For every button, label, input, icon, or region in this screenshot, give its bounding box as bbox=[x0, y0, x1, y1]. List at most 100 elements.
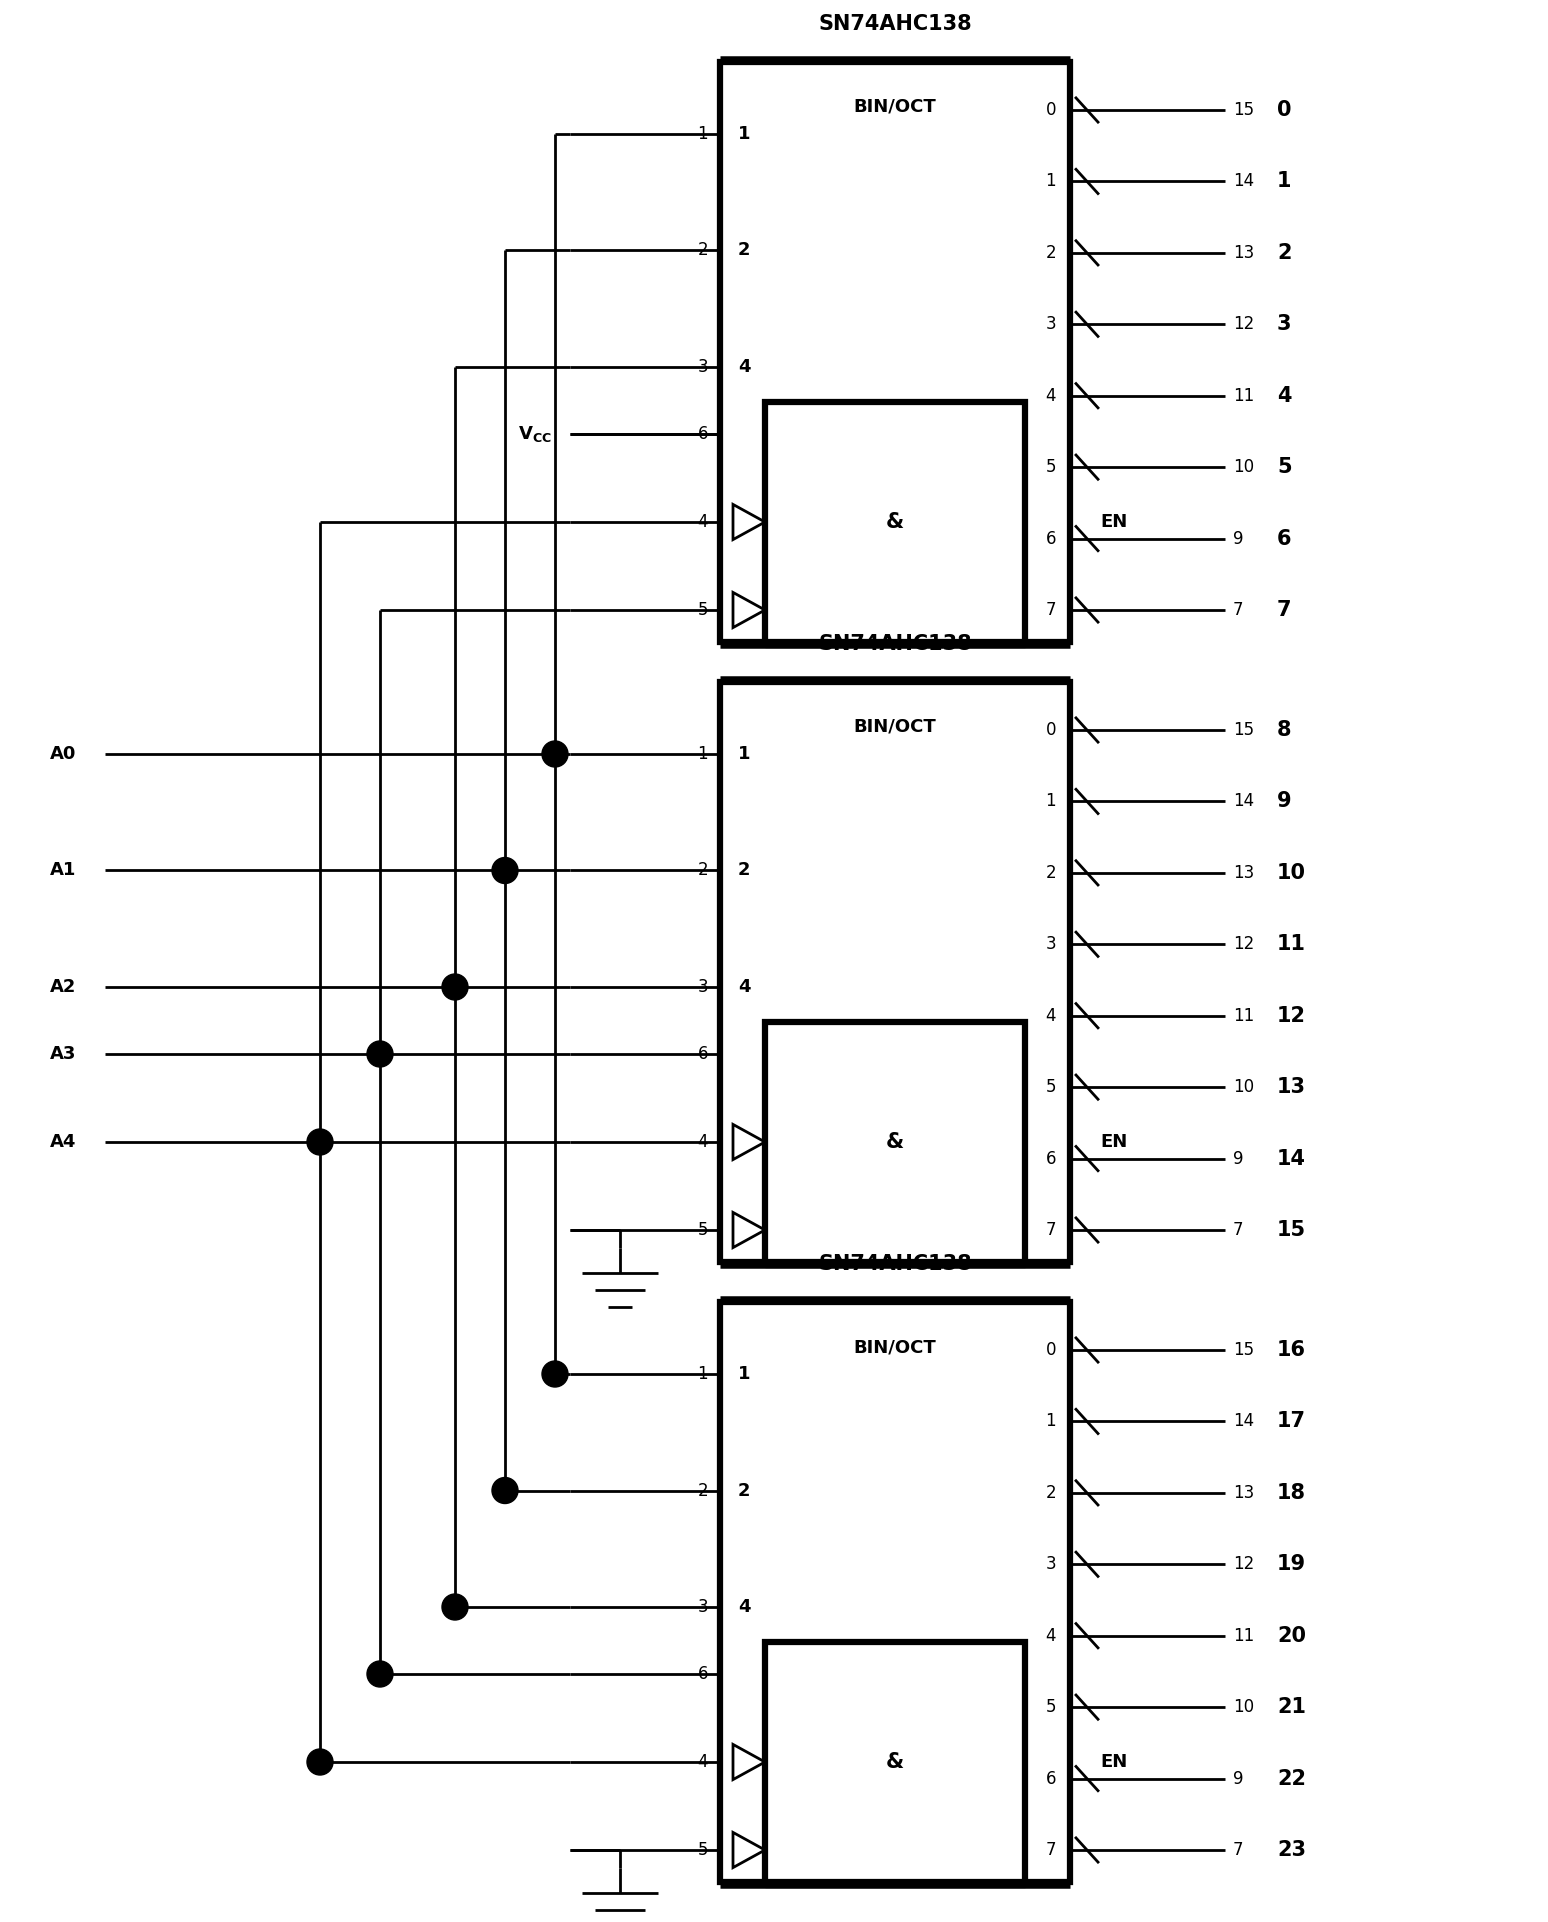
Text: 1: 1 bbox=[698, 746, 707, 763]
Text: SN74AHC138: SN74AHC138 bbox=[819, 1253, 972, 1274]
Text: 9: 9 bbox=[1234, 1770, 1243, 1787]
Text: 14: 14 bbox=[1234, 173, 1254, 190]
Text: 7: 7 bbox=[1234, 1220, 1243, 1240]
Text: SN74AHC138: SN74AHC138 bbox=[819, 634, 972, 653]
Circle shape bbox=[542, 1361, 568, 1388]
Text: 3: 3 bbox=[1045, 1555, 1056, 1574]
Text: 3: 3 bbox=[1045, 315, 1056, 333]
Text: 18: 18 bbox=[1277, 1484, 1307, 1503]
Text: 2: 2 bbox=[698, 1482, 707, 1499]
Text: 7: 7 bbox=[1045, 602, 1056, 619]
Text: 1: 1 bbox=[738, 746, 751, 763]
Text: 5: 5 bbox=[1277, 457, 1291, 477]
Text: 23: 23 bbox=[1277, 1839, 1307, 1860]
Circle shape bbox=[492, 857, 519, 884]
Text: &: & bbox=[885, 1132, 904, 1151]
Text: 3: 3 bbox=[698, 357, 707, 377]
Text: 6: 6 bbox=[1277, 529, 1291, 548]
Text: 4: 4 bbox=[698, 1753, 707, 1770]
Text: A4: A4 bbox=[50, 1132, 76, 1151]
Bar bbox=[765, 1023, 1025, 1263]
Text: 3: 3 bbox=[1277, 315, 1291, 334]
Text: 15: 15 bbox=[1234, 1342, 1254, 1359]
Text: 2: 2 bbox=[1045, 244, 1056, 261]
Text: 14: 14 bbox=[1234, 1413, 1254, 1430]
Text: EN: EN bbox=[1101, 1753, 1127, 1770]
Text: &: & bbox=[885, 1753, 904, 1772]
Text: 6: 6 bbox=[698, 1664, 707, 1684]
Text: 6: 6 bbox=[698, 1046, 707, 1063]
Text: 10: 10 bbox=[1234, 1078, 1254, 1096]
Text: 1: 1 bbox=[1045, 173, 1056, 190]
Text: 12: 12 bbox=[1234, 936, 1254, 953]
Bar bbox=[765, 402, 1025, 642]
Text: 2: 2 bbox=[738, 1482, 751, 1499]
Text: 1: 1 bbox=[1045, 1413, 1056, 1430]
Text: 4: 4 bbox=[1277, 386, 1291, 406]
Text: SN74AHC138: SN74AHC138 bbox=[819, 13, 972, 35]
Text: 12: 12 bbox=[1234, 315, 1254, 333]
Text: 5: 5 bbox=[698, 1220, 707, 1240]
Text: 1: 1 bbox=[738, 1365, 751, 1384]
Text: 3: 3 bbox=[1045, 936, 1056, 953]
Text: 15: 15 bbox=[1277, 1220, 1307, 1240]
Text: 7: 7 bbox=[1277, 600, 1291, 621]
Bar bbox=[765, 1641, 1025, 1882]
Bar bbox=[720, 1301, 1070, 1882]
Text: 6: 6 bbox=[1045, 530, 1056, 548]
Text: 0: 0 bbox=[1045, 1342, 1056, 1359]
Text: 16: 16 bbox=[1277, 1340, 1307, 1361]
Text: 2: 2 bbox=[1045, 863, 1056, 882]
Text: 4: 4 bbox=[698, 1132, 707, 1151]
Text: 7: 7 bbox=[1234, 1841, 1243, 1859]
Text: BIN/OCT: BIN/OCT bbox=[853, 1338, 937, 1357]
Text: 14: 14 bbox=[1234, 792, 1254, 811]
Text: 11: 11 bbox=[1234, 386, 1254, 406]
Text: 15: 15 bbox=[1234, 721, 1254, 738]
Text: 0: 0 bbox=[1277, 100, 1291, 119]
Text: 17: 17 bbox=[1277, 1411, 1307, 1432]
Text: 4: 4 bbox=[1045, 1007, 1056, 1024]
Text: 11: 11 bbox=[1234, 1007, 1254, 1024]
Circle shape bbox=[307, 1749, 333, 1776]
Text: 11: 11 bbox=[1234, 1626, 1254, 1645]
Text: 3: 3 bbox=[698, 1597, 707, 1616]
Text: 12: 12 bbox=[1234, 1555, 1254, 1574]
Text: 13: 13 bbox=[1234, 863, 1254, 882]
Text: A1: A1 bbox=[50, 861, 76, 880]
Text: 6: 6 bbox=[1045, 1149, 1056, 1167]
Text: 6: 6 bbox=[698, 425, 707, 442]
Text: 11: 11 bbox=[1277, 934, 1307, 955]
Text: A3: A3 bbox=[50, 1046, 76, 1063]
Text: 10: 10 bbox=[1277, 863, 1307, 882]
Text: 2: 2 bbox=[738, 861, 751, 880]
Text: 4: 4 bbox=[1045, 386, 1056, 406]
Bar bbox=[720, 62, 1070, 642]
Text: 7: 7 bbox=[1045, 1220, 1056, 1240]
Text: 9: 9 bbox=[1277, 792, 1291, 811]
Circle shape bbox=[443, 974, 467, 999]
Circle shape bbox=[492, 1478, 519, 1503]
Text: 7: 7 bbox=[1234, 602, 1243, 619]
Text: EN: EN bbox=[1101, 1132, 1127, 1151]
Text: 22: 22 bbox=[1277, 1768, 1307, 1789]
Text: 6: 6 bbox=[1045, 1770, 1056, 1787]
Text: 2: 2 bbox=[1277, 242, 1291, 263]
Text: 2: 2 bbox=[1045, 1484, 1056, 1501]
Text: 5: 5 bbox=[698, 1841, 707, 1859]
Circle shape bbox=[367, 1661, 393, 1688]
Text: 7: 7 bbox=[1045, 1841, 1056, 1859]
Text: 13: 13 bbox=[1277, 1076, 1307, 1097]
Text: 4: 4 bbox=[698, 513, 707, 530]
Text: EN: EN bbox=[1101, 513, 1127, 530]
Text: 1: 1 bbox=[698, 125, 707, 142]
Text: 14: 14 bbox=[1277, 1149, 1307, 1169]
Text: 5: 5 bbox=[698, 602, 707, 619]
Text: 9: 9 bbox=[1234, 530, 1243, 548]
Text: A0: A0 bbox=[50, 746, 76, 763]
Text: 8: 8 bbox=[1277, 721, 1291, 740]
Text: 4: 4 bbox=[738, 978, 751, 996]
Text: 15: 15 bbox=[1234, 102, 1254, 119]
Text: 10: 10 bbox=[1234, 457, 1254, 477]
Text: 1: 1 bbox=[698, 1365, 707, 1384]
